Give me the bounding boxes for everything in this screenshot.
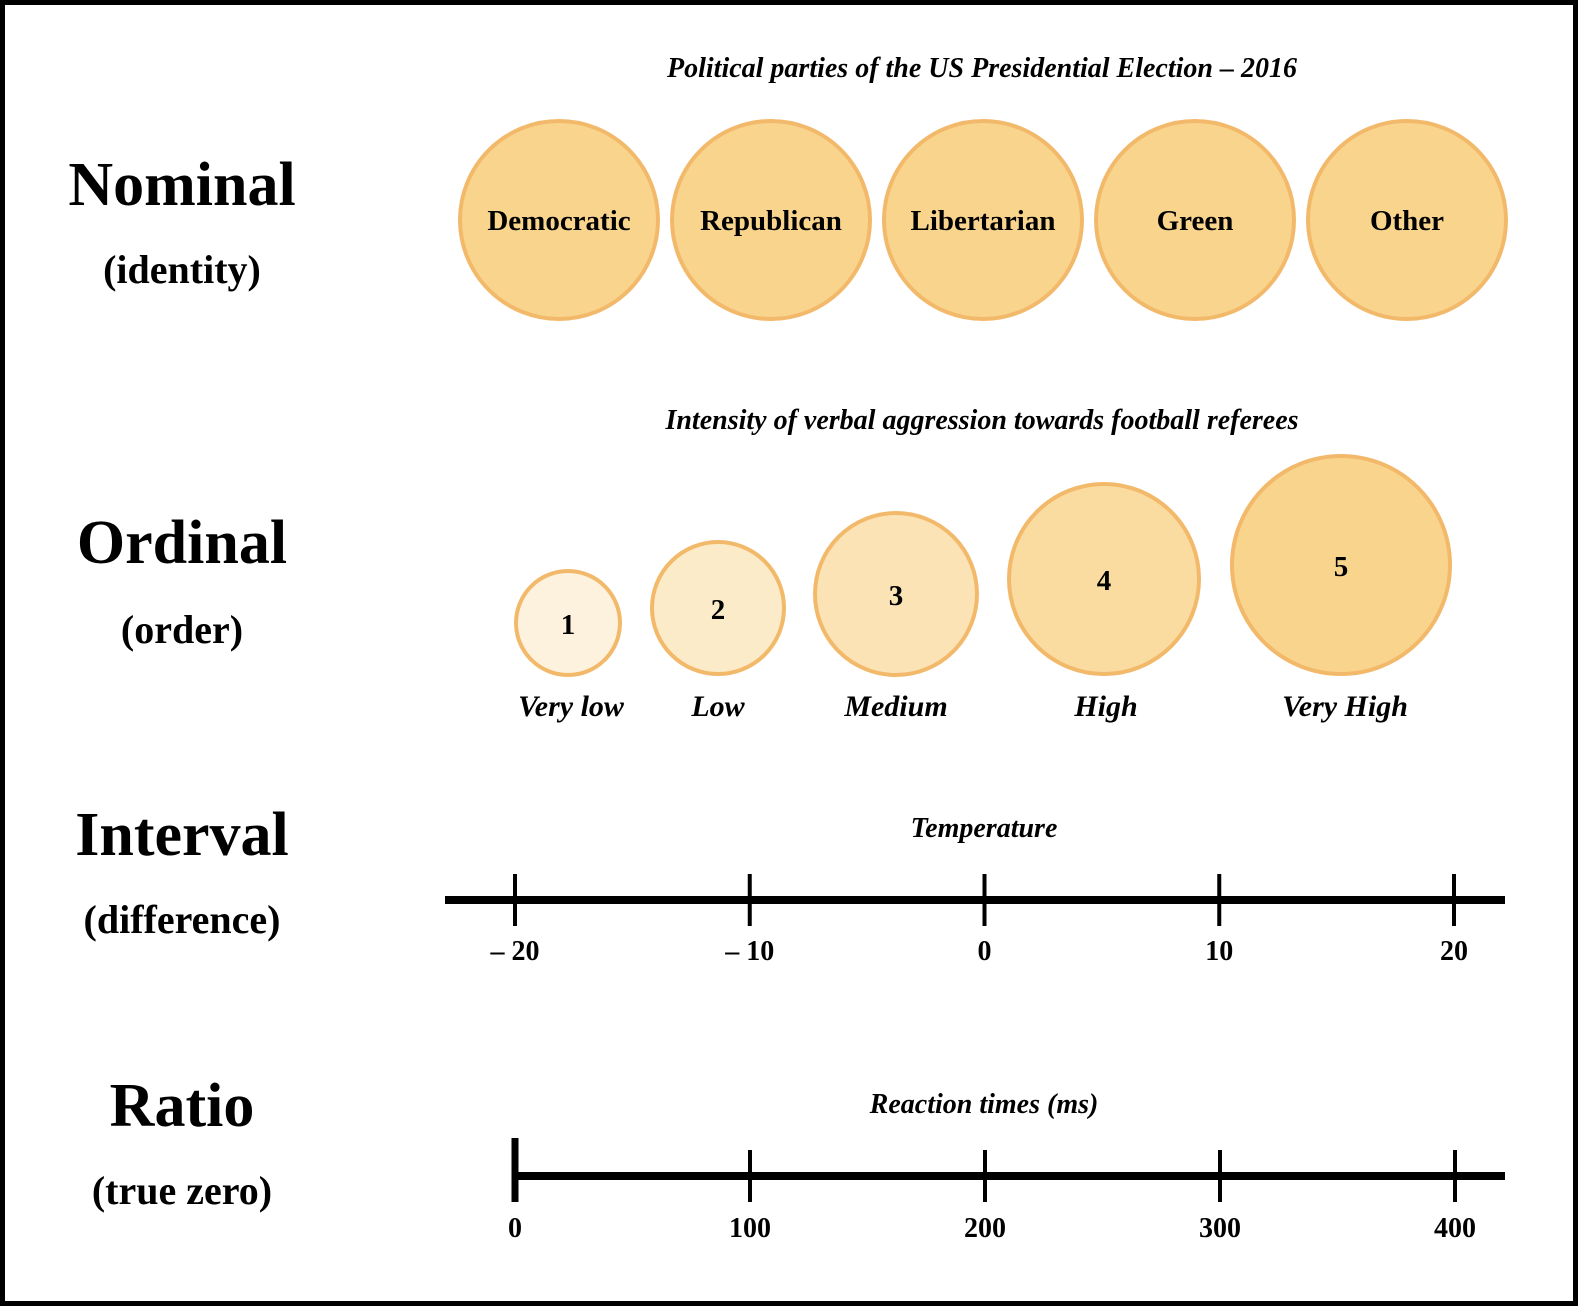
ordinal-section: Ordinal (order) Intensity of verbal aggr…	[77, 405, 1452, 723]
ratio-scale-name: Ratio	[110, 1072, 255, 1140]
interval-section: Interval (difference) Temperature – 20– …	[75, 801, 1505, 967]
nominal-scale-subtitle: (identity)	[103, 247, 261, 292]
intensity-circle-5	[1230, 454, 1452, 676]
nominal-panel-title: Political parties of the US Presidential…	[666, 53, 1297, 84]
ratio-tick-label: 0	[508, 1213, 522, 1244]
ratio-section: Ratio (true zero) Reaction times (ms) 0 1…	[92, 1072, 1505, 1244]
party-circle-libertarian	[882, 119, 1084, 321]
interval-ticks: – 20 – 10 0 10 20	[490, 874, 1468, 967]
rank-category-label: Very low	[518, 690, 625, 723]
interval-scale-subtitle: (difference)	[84, 897, 281, 942]
rank-category-label: Medium	[843, 690, 947, 723]
ratio-tick-label: 400	[1434, 1213, 1476, 1244]
nominal-scale-name: Nominal	[68, 151, 295, 219]
interval-tick-label: 20	[1440, 936, 1468, 967]
party-circle-democratic	[458, 119, 660, 321]
party-circle-republican	[670, 119, 872, 321]
ratio-scale-subtitle: (true zero)	[92, 1168, 272, 1213]
party-label: Democratic	[487, 205, 630, 237]
interval-scale-name: Interval	[75, 801, 289, 869]
party-circle-other	[1306, 119, 1508, 321]
party-label: Green	[1157, 205, 1234, 237]
measurement-scales-diagram: Nominal (identity) Political parties of …	[68, 53, 1508, 1244]
rank-category-label: Very High	[1282, 690, 1408, 723]
nominal-section: Nominal (identity) Political parties of …	[68, 53, 1508, 321]
intensity-circle-1	[514, 569, 622, 677]
ordinal-level-2: 2 Low	[650, 540, 786, 723]
ordinal-panel-title: Intensity of verbal aggression towards f…	[664, 405, 1298, 436]
ordinal-level-1: 1 Very low	[514, 569, 625, 723]
intensity-circle-2	[650, 540, 786, 676]
party-label: Other	[1370, 205, 1444, 237]
ordinal-level-5: 5 Very High	[1230, 454, 1452, 723]
ordinal-level-3: 3 Medium	[813, 511, 979, 723]
ratio-ticks: 0 100 200 300 400	[508, 1150, 1476, 1244]
nominal-category-5: Other	[1306, 119, 1508, 321]
rank-category-label: High	[1073, 690, 1137, 723]
interval-axis-title: Temperature	[911, 813, 1058, 844]
ratio-axis-title: Reaction times (ms)	[869, 1089, 1099, 1120]
interval-tick-label: 0	[978, 936, 992, 967]
party-label: Republican	[700, 205, 842, 237]
ratio-tick-label: 300	[1199, 1213, 1241, 1244]
nominal-category-4: Green	[1094, 119, 1296, 321]
ordinal-level-4: 4 High	[1007, 482, 1201, 723]
rank-category-label: Low	[690, 690, 745, 723]
ordinal-scale-subtitle: (order)	[121, 607, 243, 652]
rank-number: 3	[889, 580, 904, 612]
interval-tick-label: – 10	[724, 936, 774, 967]
rank-number: 2	[711, 594, 726, 626]
party-circle-green	[1094, 119, 1296, 321]
rank-number: 4	[1097, 565, 1112, 597]
intensity-circle-4	[1007, 482, 1201, 676]
rank-number: 5	[1334, 551, 1349, 583]
nominal-category-3: Libertarian	[882, 119, 1084, 321]
rank-number: 1	[561, 609, 576, 641]
interval-tick-label: – 20	[490, 936, 540, 967]
ratio-tick-label: 200	[964, 1213, 1006, 1244]
ordinal-scale-name: Ordinal	[77, 509, 287, 577]
nominal-category-2: Republican	[670, 119, 872, 321]
nominal-category-1: Democratic	[458, 119, 660, 321]
intensity-circle-3	[813, 511, 979, 677]
ratio-tick-label: 100	[729, 1213, 771, 1244]
party-label: Libertarian	[911, 205, 1056, 237]
interval-tick-label: 10	[1205, 936, 1233, 967]
